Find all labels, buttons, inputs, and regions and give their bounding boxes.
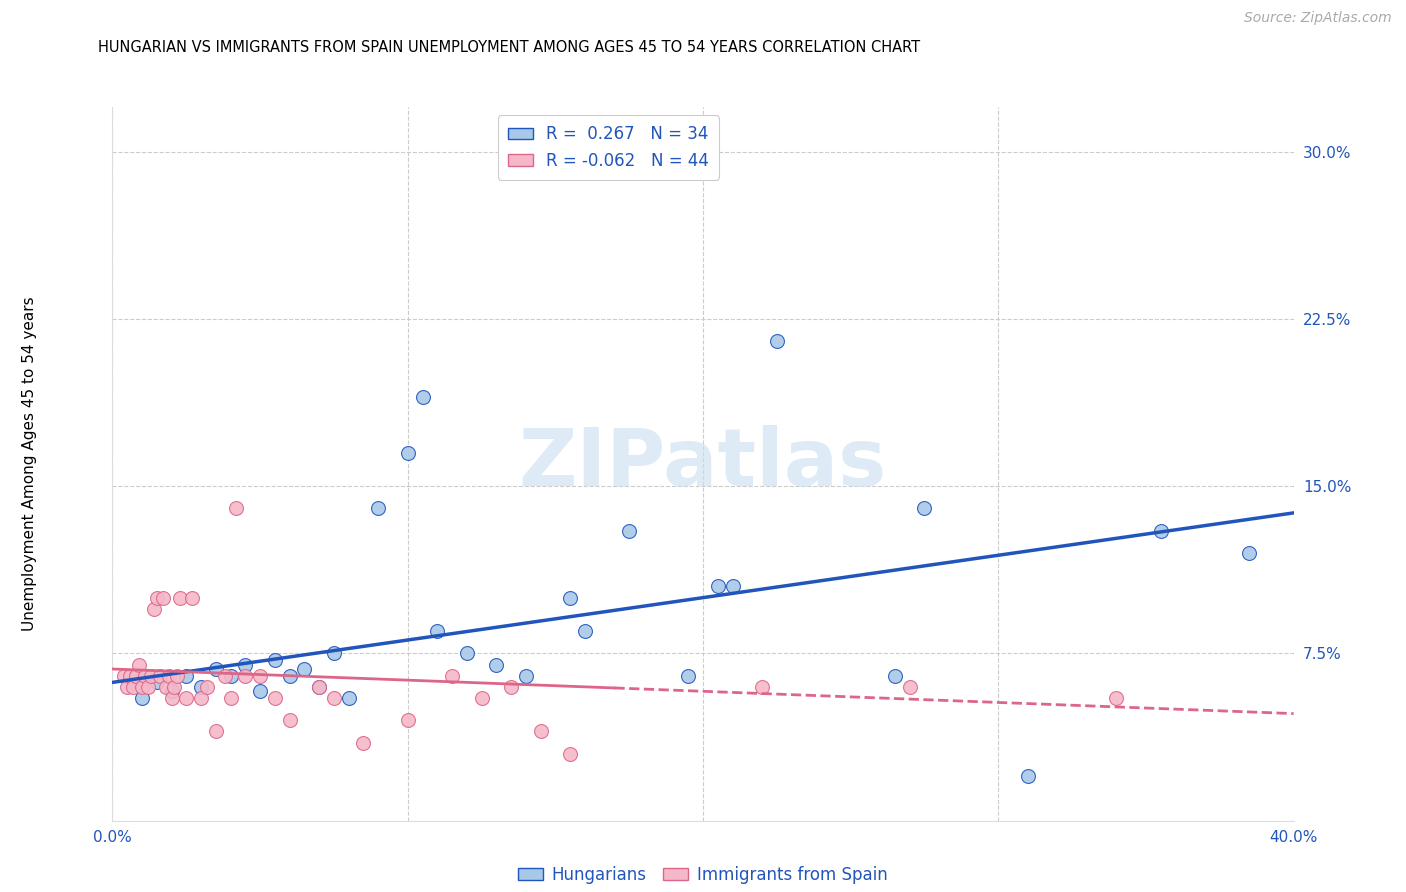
Point (766, 334, 789, 349)
Point (142, 602, 165, 616)
Point (898, 680, 921, 694)
Point (292, 662, 315, 676)
Point (233, 669, 256, 683)
Point (678, 669, 700, 683)
Point (501, 680, 523, 694)
Point (914, 501, 936, 516)
Point (1150, 524, 1173, 538)
Point (323, 646, 346, 660)
Point (558, 591, 582, 605)
Point (134, 669, 156, 683)
Point (249, 684, 271, 698)
Point (190, 680, 212, 694)
Point (128, 657, 150, 672)
Point (352, 735, 374, 749)
Point (174, 669, 197, 683)
Point (278, 669, 301, 683)
Text: Source: ZipAtlas.com: Source: ZipAtlas.com (1244, 12, 1392, 25)
Point (308, 680, 330, 694)
Point (125, 669, 148, 683)
Point (264, 690, 287, 705)
Point (337, 690, 360, 705)
Point (146, 591, 169, 605)
Point (619, 524, 641, 538)
Point (152, 591, 174, 605)
Point (214, 669, 236, 683)
Point (174, 690, 197, 705)
Point (225, 501, 247, 516)
Point (112, 669, 135, 683)
Point (146, 675, 169, 690)
Point (166, 669, 188, 683)
Text: ZIPatlas: ZIPatlas (519, 425, 887, 503)
Point (558, 747, 582, 761)
Point (515, 669, 537, 683)
Point (181, 591, 204, 605)
Point (485, 657, 508, 672)
Text: HUNGARIAN VS IMMIGRANTS FROM SPAIN UNEMPLOYMENT AMONG AGES 45 TO 54 YEARS CORREL: HUNGARIAN VS IMMIGRANTS FROM SPAIN UNEMP… (98, 40, 921, 55)
Point (120, 669, 142, 683)
Point (160, 690, 183, 705)
Point (1239, 546, 1261, 560)
Point (249, 669, 271, 683)
Point (205, 662, 228, 676)
Point (169, 591, 191, 605)
Point (160, 684, 183, 698)
Point (219, 690, 242, 705)
Point (884, 669, 907, 683)
Point (190, 690, 212, 705)
Point (1017, 769, 1039, 783)
Point (122, 680, 145, 694)
Point (308, 680, 330, 694)
Point (411, 390, 433, 404)
Point (426, 624, 449, 639)
Point (157, 669, 180, 683)
Point (195, 680, 218, 694)
Point (136, 680, 159, 694)
Text: Unemployment Among Ages 45 to 54 years: Unemployment Among Ages 45 to 54 years (22, 296, 38, 632)
Point (139, 669, 162, 683)
Point (117, 680, 138, 694)
Point (131, 690, 153, 705)
Point (441, 669, 464, 683)
Point (205, 724, 228, 739)
Point (1105, 690, 1128, 705)
Point (131, 680, 153, 694)
Point (219, 669, 242, 683)
Point (323, 690, 346, 705)
Legend: Hungarians, Immigrants from Spain: Hungarians, Immigrants from Spain (512, 860, 894, 891)
Point (264, 653, 287, 667)
Point (367, 501, 389, 516)
Point (456, 646, 478, 660)
Point (470, 690, 494, 705)
Point (149, 669, 172, 683)
Point (278, 714, 301, 728)
Point (155, 680, 177, 694)
Point (396, 445, 419, 460)
Point (721, 580, 744, 594)
Point (574, 624, 596, 639)
Point (529, 724, 551, 739)
Point (396, 714, 419, 728)
Point (751, 680, 773, 694)
Point (163, 680, 186, 694)
Point (233, 657, 256, 672)
Point (706, 580, 728, 594)
